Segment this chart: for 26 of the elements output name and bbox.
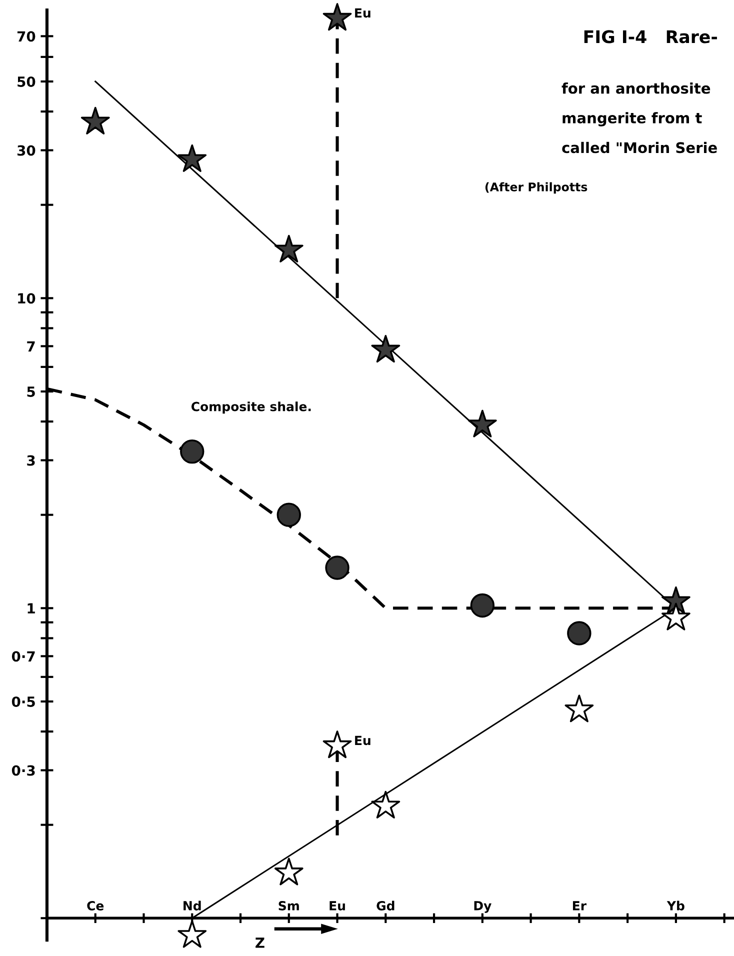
x-tick-label: Gd: [376, 900, 394, 910]
x-tick-label: Eu: [330, 901, 345, 910]
y-tick-label: 7: [27, 341, 35, 352]
y-tick-label: 0·7: [12, 651, 35, 662]
x-tick-label: Yb: [666, 900, 684, 910]
x-tick-label: Sm: [278, 901, 299, 910]
y-tick-label: 70: [17, 31, 36, 42]
x-tick-label: Ce: [87, 901, 104, 910]
y-tick-label: 0·3: [12, 765, 35, 776]
y-tick-label: 3: [27, 455, 35, 466]
text: FIG I-4 Rare-: [584, 30, 717, 44]
x-tick-label: Er: [572, 901, 586, 910]
x-axis-title: Z: [256, 938, 264, 948]
y-tick-label: 1: [28, 603, 35, 614]
text: for an anorthosite mangerite from t called "Morin Serie: [562, 82, 717, 154]
annotation: Eu: [355, 8, 370, 18]
y-tick-label: 50: [18, 76, 36, 87]
y-tick-label: 0·5: [12, 696, 35, 707]
annotation: Composite shale.: [191, 402, 311, 414]
x-tick-label: Dy: [474, 901, 492, 913]
y-tick-label: 30: [17, 145, 36, 156]
x-tick-label: Nd: [184, 900, 201, 910]
y-tick-label: 10: [18, 293, 36, 304]
annotation: Eu: [355, 736, 370, 746]
y-tick-label: 5: [27, 386, 35, 397]
annotation: (After Philpotts: [485, 182, 588, 194]
